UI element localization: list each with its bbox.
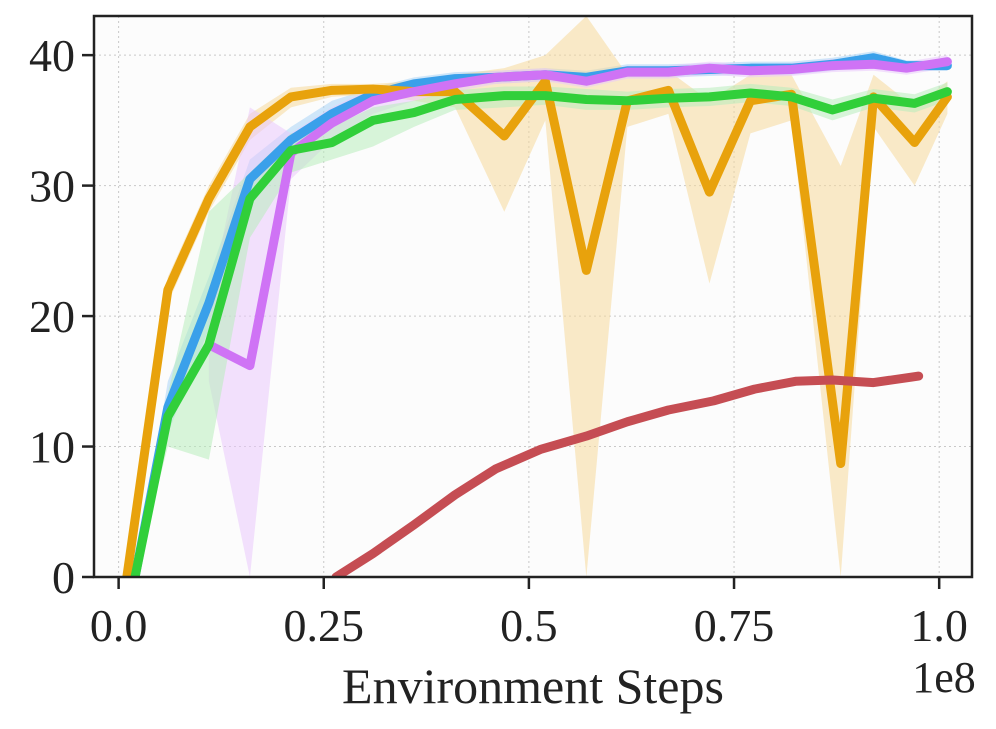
y-tick-label-2: 20: [29, 291, 75, 342]
x-axis-label: Environment Steps: [342, 658, 724, 714]
series-lines: [122, 53, 952, 577]
x-tick-label-3: 0.75: [694, 600, 775, 651]
x-tick-label-4: 1.0: [910, 600, 968, 651]
series-1-line: [122, 76, 952, 577]
y-tick-label-0: 0: [52, 552, 75, 603]
y-tick-label-4: 40: [29, 30, 75, 81]
x-tick-label-1: 0.25: [284, 600, 365, 651]
y-axis-ticks: 0 10 20 30 40: [29, 30, 94, 603]
x-tick-label-2: 0.5: [500, 600, 558, 651]
series-4-line: [331, 371, 924, 577]
x-tick-label-0: 0.0: [90, 600, 148, 651]
y-tick-label-1: 10: [29, 422, 75, 473]
series-3-line: [130, 87, 952, 577]
series-1-band: [126, 16, 948, 577]
x-axis-multiplier: 1e8: [912, 653, 976, 702]
x-axis-ticks: 0.0 0.25 0.5 0.75 1.0: [90, 577, 968, 651]
confidence-bands: [126, 16, 948, 577]
plot-frame: [92, 14, 974, 579]
series-2-line: [204, 57, 952, 371]
y-tick-label-3: 30: [29, 161, 75, 212]
